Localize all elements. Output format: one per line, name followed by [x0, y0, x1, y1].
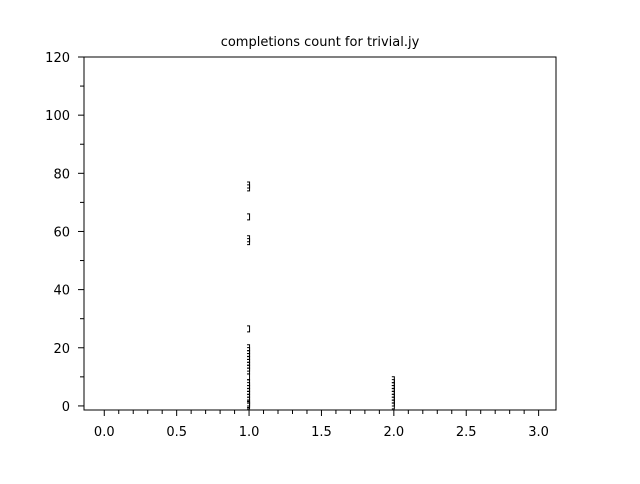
data-point [247, 184, 251, 192]
x-tick-label: 2.5 [456, 425, 477, 440]
x-tick-label: 1.5 [311, 425, 332, 440]
y-tick-label: 100 [45, 109, 70, 124]
x-tick-label: 1.0 [239, 425, 260, 440]
x-tick-label: 3.0 [528, 425, 549, 440]
y-tick-label: 20 [53, 342, 70, 357]
y-tick-label: 80 [53, 167, 70, 182]
data-point [247, 213, 251, 221]
x-tick-label: 0.0 [94, 425, 115, 440]
x-tick-label: 0.5 [166, 425, 187, 440]
y-tick-label: 60 [53, 225, 70, 240]
data-point [247, 325, 251, 333]
data-point [247, 238, 251, 246]
data-point [391, 402, 395, 410]
data-point [247, 402, 251, 410]
chart-title: completions count for trivial.jy [221, 35, 420, 50]
data-point [247, 373, 251, 381]
y-tick-label: 120 [45, 51, 70, 66]
y-tick-label: 40 [53, 284, 70, 299]
x-tick-label: 2.0 [383, 425, 404, 440]
y-tick-label: 0 [62, 400, 70, 415]
plot-area-frame [83, 56, 557, 411]
